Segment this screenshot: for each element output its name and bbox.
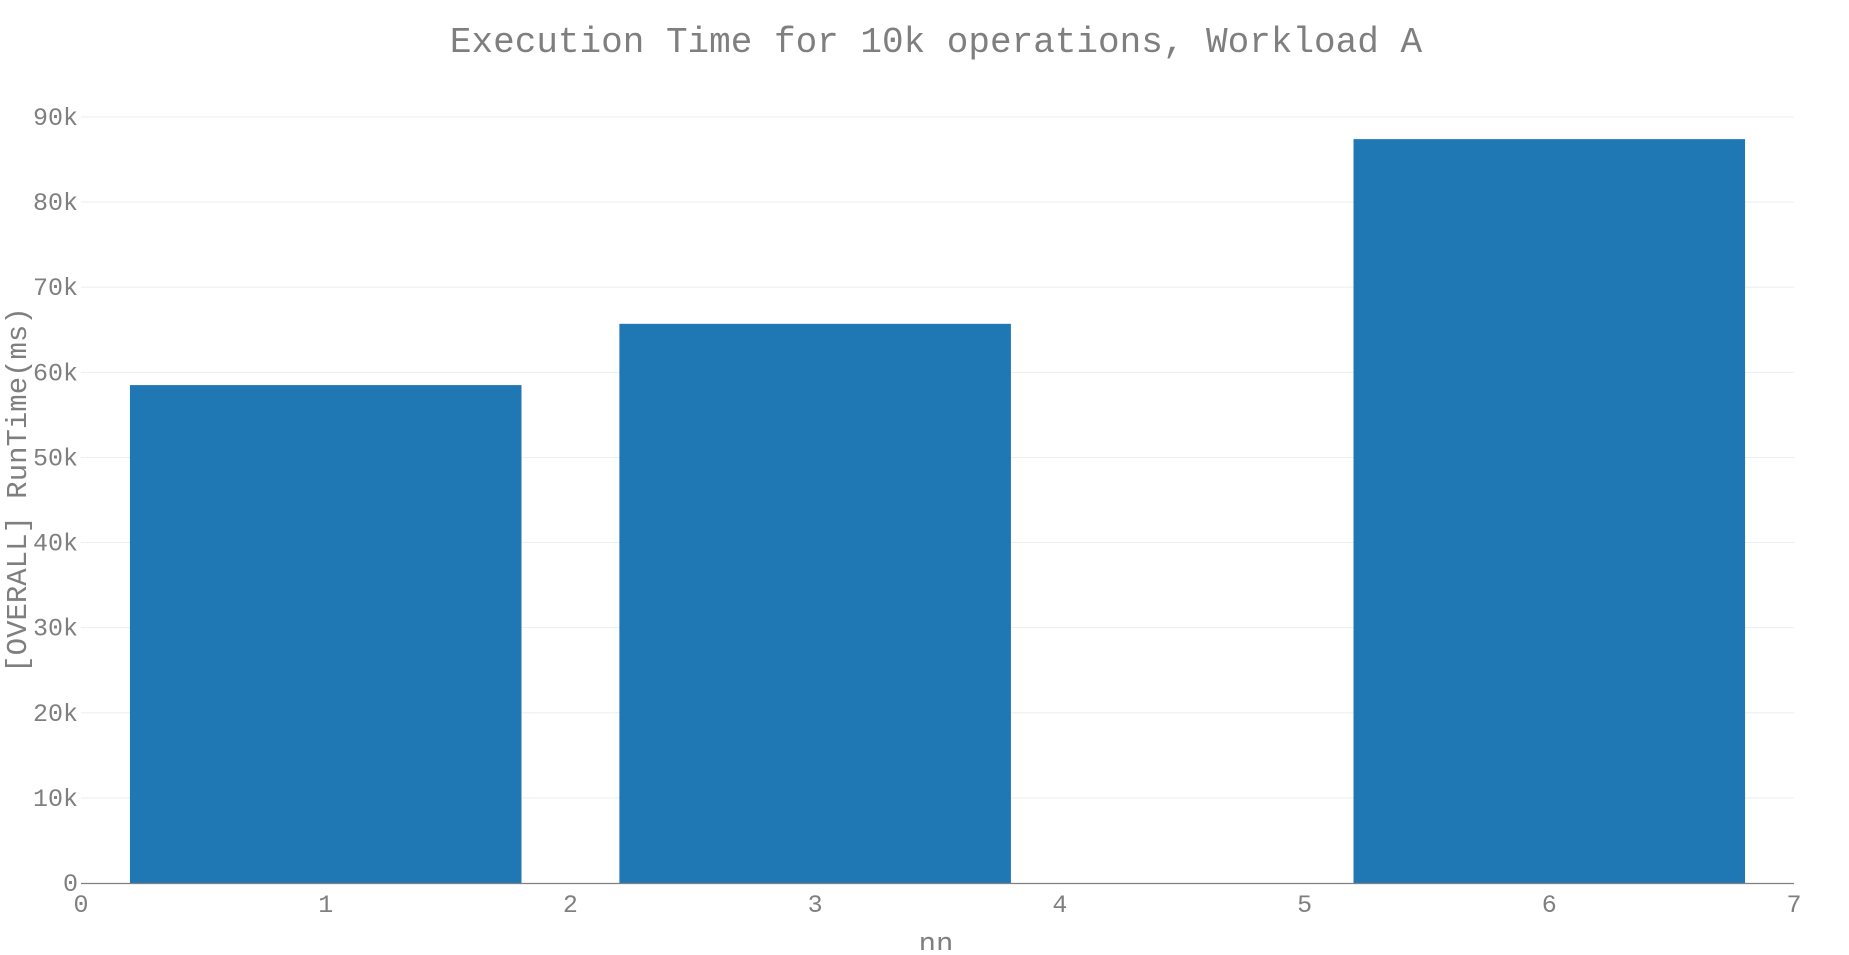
y-tick-label: 70k — [33, 274, 78, 303]
x-axis-title: nn — [919, 928, 954, 950]
y-axis-title: [OVERALL] RunTime(ms) — [2, 307, 35, 672]
bar-nn-1 — [129, 385, 522, 883]
y-tick-label: 10k — [33, 785, 78, 814]
y-tick-label: 50k — [33, 444, 78, 473]
y-axis-ticks: 0 10k 20k 30k 40k 50k 60k 70k 80k 90k — [33, 104, 78, 899]
x-tick-label: 2 — [563, 891, 578, 920]
x-tick-label: 5 — [1297, 891, 1312, 920]
bar-nn-3 — [619, 323, 1011, 883]
bars — [129, 139, 1746, 883]
y-tick-label: 40k — [33, 530, 78, 559]
chart-title: Execution Time for 10k operations, Workl… — [450, 22, 1423, 63]
x-tick-label: 3 — [808, 891, 823, 920]
y-tick-label: 80k — [33, 189, 78, 218]
x-tick-label: 7 — [1786, 891, 1801, 920]
x-tick-label: 1 — [318, 891, 333, 920]
y-tick-label: 20k — [33, 700, 78, 729]
x-axis-ticks: 0 1 2 3 4 5 6 7 — [73, 891, 1801, 920]
y-tick-label: 0 — [63, 870, 78, 899]
y-tick-label: 60k — [33, 359, 78, 388]
bar-nn-6 — [1353, 139, 1746, 883]
x-tick-label: 4 — [1052, 891, 1067, 920]
y-tick-label: 30k — [33, 615, 78, 644]
y-tick-label: 90k — [33, 104, 78, 133]
x-tick-label: 0 — [73, 891, 88, 920]
x-tick-label: 6 — [1542, 891, 1557, 920]
